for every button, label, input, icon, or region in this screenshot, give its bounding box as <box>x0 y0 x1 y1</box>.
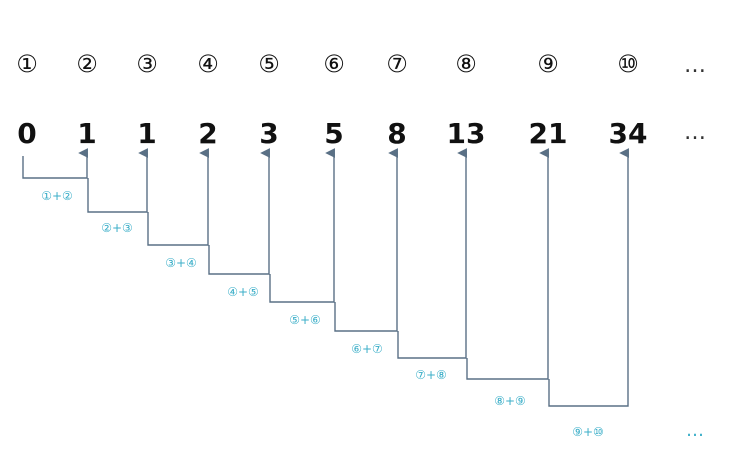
sum-connector-arrow <box>334 148 398 332</box>
fibonacci-value: 2 <box>198 117 217 150</box>
index-row-ellipsis: … <box>684 53 706 78</box>
value-row-ellipsis: … <box>684 120 706 145</box>
sum-connector-arrow <box>466 148 549 380</box>
fibonacci-value: 21 <box>529 117 568 150</box>
value-row: 0 1 1 2 3 5 8 13 21 34 <box>17 117 647 150</box>
sum-label: ①+② <box>41 189 73 203</box>
sum-label: ⑤+⑥ <box>289 313 321 327</box>
sum-label: ⑦+⑧ <box>415 368 447 382</box>
sum-label: ⑥+⑦ <box>351 342 383 356</box>
sum-label: ④+⑤ <box>227 285 259 299</box>
sum-connector-arrow <box>548 148 629 407</box>
sum-connector-arrow <box>22 148 88 179</box>
ellipses: … … … <box>684 53 706 441</box>
fibonacci-value: 0 <box>17 117 36 150</box>
index-label: ⑤ <box>258 50 280 78</box>
index-label: ③ <box>136 50 158 78</box>
fibonacci-value: 13 <box>447 117 486 150</box>
sum-labels: ①+② ②+③ ③+④ ④+⑤ ⑤+⑥ ⑥+⑦ ⑦+⑧ ⑧+⑨ ⑨+⑩ <box>41 189 604 439</box>
index-label: ⑧ <box>455 50 477 78</box>
index-label: ④ <box>197 50 219 78</box>
sum-connector-arrow <box>87 148 148 213</box>
sum-connector-arrow <box>269 148 335 303</box>
sum-connector-arrow <box>208 148 270 275</box>
sum-label: ⑨+⑩ <box>572 425 604 439</box>
index-label: ⑨ <box>537 50 559 78</box>
fibonacci-value: 1 <box>77 117 96 150</box>
sum-row-ellipsis: … <box>686 420 704 441</box>
fibonacci-value: 1 <box>137 117 156 150</box>
sum-label: ⑧+⑨ <box>494 394 526 408</box>
connector-lines <box>22 148 629 407</box>
sum-label: ②+③ <box>101 221 133 235</box>
index-label: ⑩ <box>617 50 639 78</box>
fibonacci-value: 8 <box>387 117 406 150</box>
sum-label: ③+④ <box>165 256 197 270</box>
index-label: ① <box>16 50 38 78</box>
index-label: ⑦ <box>386 50 408 78</box>
index-label: ⑥ <box>323 50 345 78</box>
index-label: ② <box>76 50 98 78</box>
fibonacci-value: 34 <box>609 117 648 150</box>
sum-connector-arrow <box>397 148 467 359</box>
fibonacci-value: 3 <box>259 117 278 150</box>
sum-connector-arrow <box>147 148 209 246</box>
index-row: ① ② ③ ④ ⑤ ⑥ ⑦ ⑧ ⑨ ⑩ <box>16 50 639 78</box>
fibonacci-value: 5 <box>324 117 343 150</box>
